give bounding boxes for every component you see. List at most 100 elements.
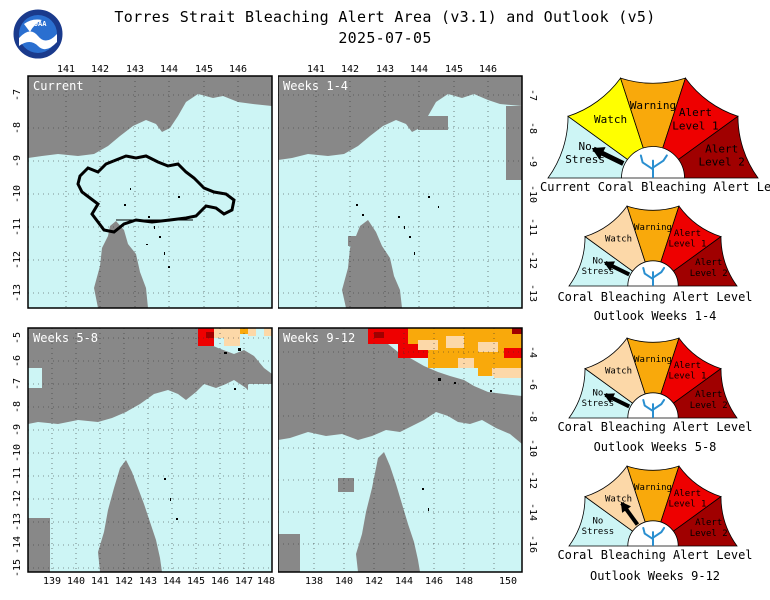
- label-alert-level-2: Alert: [705, 142, 738, 155]
- gauge-needle-head: [603, 393, 616, 404]
- map-weeks-9-12: Weeks 9-12 138 140 142 144 146 148 150 -…: [278, 327, 538, 587]
- map-label-weeks-5-8: Weeks 5-8: [33, 331, 98, 345]
- map-weeks-5-8: Weeks 5-8 139 140 141 142 143 144 145 14…: [12, 327, 275, 587]
- label-watch: Watch: [594, 113, 627, 126]
- lon-tick: 144: [410, 64, 428, 75]
- map-label-weeks-1-4: Weeks 1-4: [283, 79, 348, 93]
- lat-tick: -5: [12, 332, 23, 344]
- lon-tick: 145: [445, 64, 463, 75]
- lon-tick: 141: [307, 64, 325, 75]
- page-title: Torres Strait Bleaching Alert Area (v3.1…: [114, 8, 656, 26]
- lon-tick: 146: [229, 64, 247, 75]
- lon-tick: 148: [455, 576, 473, 587]
- lon-tick: 138: [305, 576, 323, 587]
- label-watch: Watch: [605, 366, 632, 376]
- label-no-stress: Stress: [565, 153, 605, 166]
- lon-tick: 142: [365, 576, 383, 587]
- label-no-stress: No: [593, 388, 604, 398]
- lon-tick: 148: [257, 576, 275, 587]
- coral-icon: [639, 154, 668, 178]
- lon-tick: 140: [67, 576, 85, 587]
- lat-tick: -14: [527, 503, 538, 521]
- lat-tick: -11: [12, 467, 23, 485]
- label-no-stress: No: [593, 256, 604, 266]
- lat-tick: -12: [527, 251, 538, 269]
- map-weeks-1-4: Weeks 1-4 141 142 143 144 145 146 -7 -8 …: [278, 64, 538, 309]
- gauge-caption-period: Outlook Weeks 5-8: [593, 440, 717, 454]
- label-alert-level-1: Alert: [674, 229, 701, 239]
- lon-tick: 141: [57, 64, 75, 75]
- coral-icon: [642, 398, 666, 418]
- label-alert-level-1: Level 1: [668, 240, 706, 250]
- lat-tick: -12: [12, 490, 23, 508]
- label-alert-level-2: Level 2: [690, 529, 728, 539]
- gauge-caption-period: Outlook Weeks 9-12: [589, 569, 721, 583]
- label-alert-level-2: Level 2: [699, 156, 745, 169]
- gauge-caption: Coral Bleaching Alert Level: [557, 420, 753, 434]
- lon-tick: 143: [139, 576, 157, 587]
- coral-icon: [642, 526, 666, 546]
- lat-tick: -10: [527, 439, 538, 457]
- label-warning: Warning: [634, 483, 672, 493]
- label-alert-level-2: Alert: [695, 390, 722, 400]
- lat-tick: -10: [12, 185, 23, 203]
- label-alert-level-1: Level 1: [668, 372, 706, 382]
- lat-tick: -13: [527, 284, 538, 302]
- lon-tick: 143: [126, 64, 144, 75]
- gauge-needle-head: [620, 501, 632, 513]
- lat-tick: -13: [12, 284, 23, 302]
- lat-tick: -9: [12, 424, 23, 436]
- label-no-stress: Stress: [582, 399, 615, 409]
- lat-tick: -12: [12, 251, 23, 269]
- lat-tick: -8: [12, 401, 23, 413]
- lat-tick: -10: [12, 444, 23, 462]
- lat-tick: -8: [527, 410, 538, 422]
- map-current: Current 141 142 143 144 145 146 -7 -8 -9…: [12, 64, 273, 309]
- label-watch: Watch: [605, 494, 632, 504]
- lat-tick: -4: [527, 346, 538, 358]
- lon-tick: 146: [479, 64, 497, 75]
- lat-tick: -10: [527, 185, 538, 203]
- lat-tick: -9: [527, 155, 538, 167]
- lon-tick: 142: [341, 64, 359, 75]
- label-alert-level-1: Alert: [674, 361, 701, 371]
- label-alert-level-1: Alert: [679, 106, 712, 119]
- lat-tick: -13: [12, 513, 23, 531]
- label-no-stress: Stress: [582, 527, 615, 537]
- label-no-stress: Stress: [582, 267, 615, 277]
- lon-tick: 142: [115, 576, 133, 587]
- lon-tick: 141: [91, 576, 109, 587]
- label-alert-level-2: Level 2: [690, 401, 728, 411]
- lat-tick: -6: [527, 378, 538, 390]
- label-alert-level-2: Level 2: [690, 269, 728, 279]
- lat-tick: -14: [12, 536, 23, 554]
- coral-icon: [642, 266, 666, 286]
- map-label-weeks-9-12: Weeks 9-12: [283, 331, 355, 345]
- lon-tick: 145: [187, 576, 205, 587]
- label-alert-level-2: Alert: [695, 258, 722, 268]
- label-alert-level-1: Alert: [674, 489, 701, 499]
- lat-tick: -6: [12, 355, 23, 367]
- label-no-stress: No: [578, 140, 591, 153]
- noaa-logo: NOAA: [12, 8, 64, 60]
- lon-tick: 139: [43, 576, 61, 587]
- gauge-needle-head: [591, 147, 606, 160]
- lat-tick: -12: [527, 471, 538, 489]
- label-alert-level-1: Level 1: [672, 119, 718, 132]
- lat-tick: -16: [527, 535, 538, 553]
- label-no-stress: No: [593, 516, 604, 526]
- lat-tick: -7: [12, 89, 23, 101]
- lat-tick: -7: [527, 89, 538, 101]
- lon-tick: 146: [425, 576, 443, 587]
- label-warning: Warning: [634, 223, 672, 233]
- lat-tick: -8: [12, 122, 23, 134]
- gauge-caption: Coral Bleaching Alert Level: [557, 548, 753, 562]
- label-alert-level-2: Alert: [695, 518, 722, 528]
- label-warning: Warning: [630, 99, 676, 112]
- logo-text: NOAA: [30, 20, 48, 28]
- lon-tick: 145: [195, 64, 213, 75]
